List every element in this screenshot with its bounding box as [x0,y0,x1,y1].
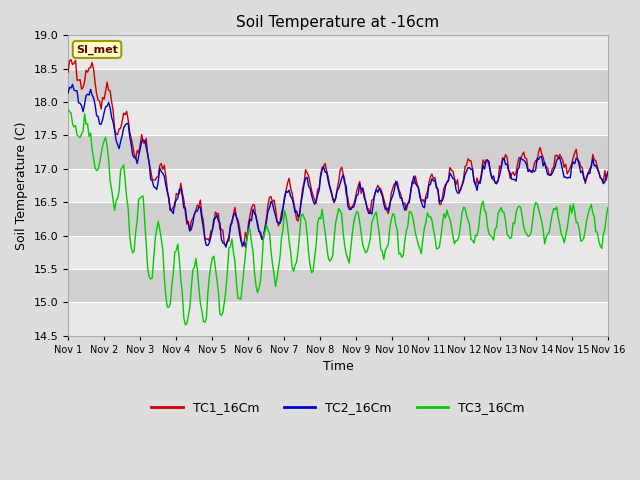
TC2_16Cm [604,169,612,175]
Line: TC2_16Cm: TC2_16Cm [68,84,608,247]
TC3_16Cm [575,227,583,232]
TC2_16Cm [132,155,140,160]
TC2_16Cm [228,218,236,224]
TC1_16Cm [239,244,246,250]
Line: TC3_16Cm: TC3_16Cm [68,109,608,325]
TC3_16Cm [131,248,138,253]
Y-axis label: Soil Temperature (C): Soil Temperature (C) [15,121,28,250]
Text: SI_met: SI_met [76,44,118,55]
Bar [68,269,608,302]
Line: TC1_16Cm: TC1_16Cm [68,60,608,247]
Bar [68,302,608,336]
TC2_16Cm [246,216,254,222]
TC2_16Cm [64,90,72,96]
TC1_16Cm [64,70,72,75]
TC2_16Cm [68,82,76,87]
TC1_16Cm [132,156,140,162]
Bar [68,135,608,169]
Legend: TC1_16Cm, TC2_16Cm, TC3_16Cm: TC1_16Cm, TC2_16Cm, TC3_16Cm [147,396,529,419]
TC1_16Cm [227,222,234,228]
TC1_16Cm [577,164,584,169]
Bar [68,69,608,102]
Bar [68,169,608,202]
X-axis label: Time: Time [323,360,353,373]
TC1_16Cm [246,213,254,219]
Bar [68,102,608,135]
TC1_16Cm [303,170,311,176]
TC3_16Cm [182,322,189,328]
Bar [68,36,608,69]
Bar [68,236,608,269]
Bar [68,202,608,236]
TC3_16Cm [64,107,72,112]
TC3_16Cm [301,218,309,224]
TC1_16Cm [67,57,75,62]
Title: Soil Temperature at -16cm: Soil Temperature at -16cm [236,15,440,30]
TC3_16Cm [604,205,612,211]
TC3_16Cm [244,227,252,232]
TC3_16Cm [253,290,261,296]
TC3_16Cm [227,244,234,250]
TC2_16Cm [222,244,230,250]
TC1_16Cm [604,169,612,175]
TC1_16Cm [255,228,263,233]
TC2_16Cm [303,174,311,180]
TC2_16Cm [255,228,263,234]
TC2_16Cm [577,170,584,176]
